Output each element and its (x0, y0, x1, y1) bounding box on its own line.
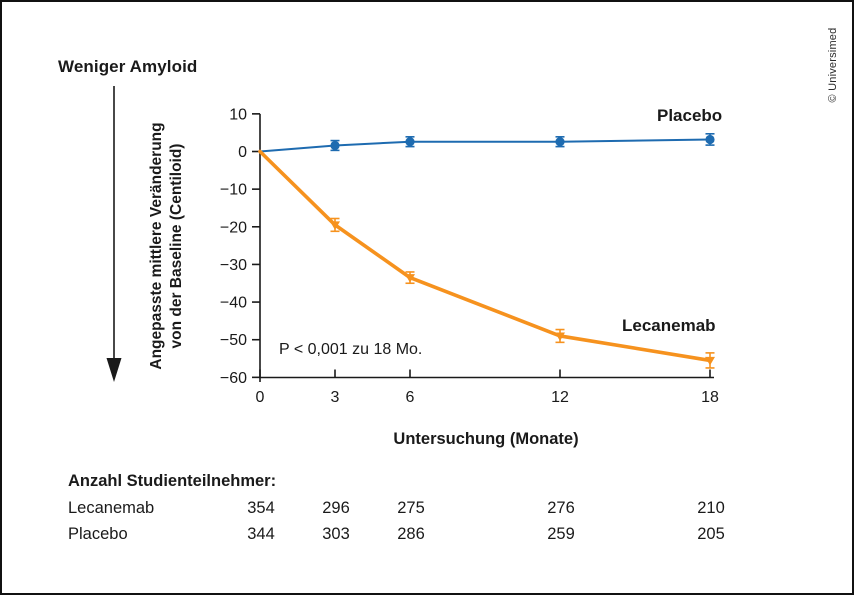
svg-text:0: 0 (238, 144, 247, 161)
svg-text:3: 3 (331, 389, 340, 406)
svg-text:0: 0 (256, 389, 265, 406)
svg-text:10: 10 (229, 106, 247, 123)
series-lecanemab (258, 149, 715, 369)
less-amyloid-heading: Weniger Amyloid (58, 57, 198, 76)
placebo-n-month6: 286 (397, 525, 425, 543)
table-row-placebo: Placebo 344 303 286 259 205 (2, 525, 852, 547)
participants-table-title: Anzahl Studienteilnehmer: (68, 472, 277, 490)
svg-text:−50: −50 (220, 332, 247, 349)
lecanemab-n-month18: 210 (697, 499, 725, 517)
series-label-placebo: Placebo (657, 106, 723, 125)
series-label-lecanemab: Lecanemab (622, 316, 716, 335)
svg-text:−10: −10 (220, 182, 247, 199)
pvalue-annotation: P < 0,001 zu 18 Mo. (279, 341, 423, 358)
row-label-placebo: Placebo (68, 525, 128, 543)
down-arrow-icon (106, 86, 122, 382)
svg-text:−60: −60 (220, 370, 247, 387)
row-label-lecanemab: Lecanemab (68, 499, 155, 517)
table-row-lecanemab: Lecanemab 354 296 275 276 210 (2, 499, 852, 521)
svg-text:−30: −30 (220, 257, 247, 274)
x-axis-label: Untersuchung (Monate) (393, 430, 579, 448)
lecanemab-n-month3: 296 (322, 499, 350, 517)
placebo-n-month12: 259 (547, 525, 575, 543)
placebo-n-month0: 344 (247, 525, 275, 543)
axes: 10 0 −10 −20 −30 −40 −50 −60 0 3 6 12 18 (220, 106, 719, 406)
series-placebo (259, 133, 715, 153)
placebo-n-month3: 303 (322, 525, 350, 543)
svg-text:−40: −40 (220, 295, 247, 312)
lecanemab-n-month6: 275 (397, 499, 425, 517)
lecanemab-n-month0: 354 (247, 499, 275, 517)
placebo-n-month18: 205 (697, 525, 725, 543)
svg-text:12: 12 (551, 389, 569, 406)
svg-text:6: 6 (406, 389, 415, 406)
copyright-watermark: © Universimed (827, 27, 839, 103)
svg-text:−20: −20 (220, 219, 247, 236)
svg-text:18: 18 (701, 389, 719, 406)
lecanemab-n-month12: 276 (547, 499, 575, 517)
